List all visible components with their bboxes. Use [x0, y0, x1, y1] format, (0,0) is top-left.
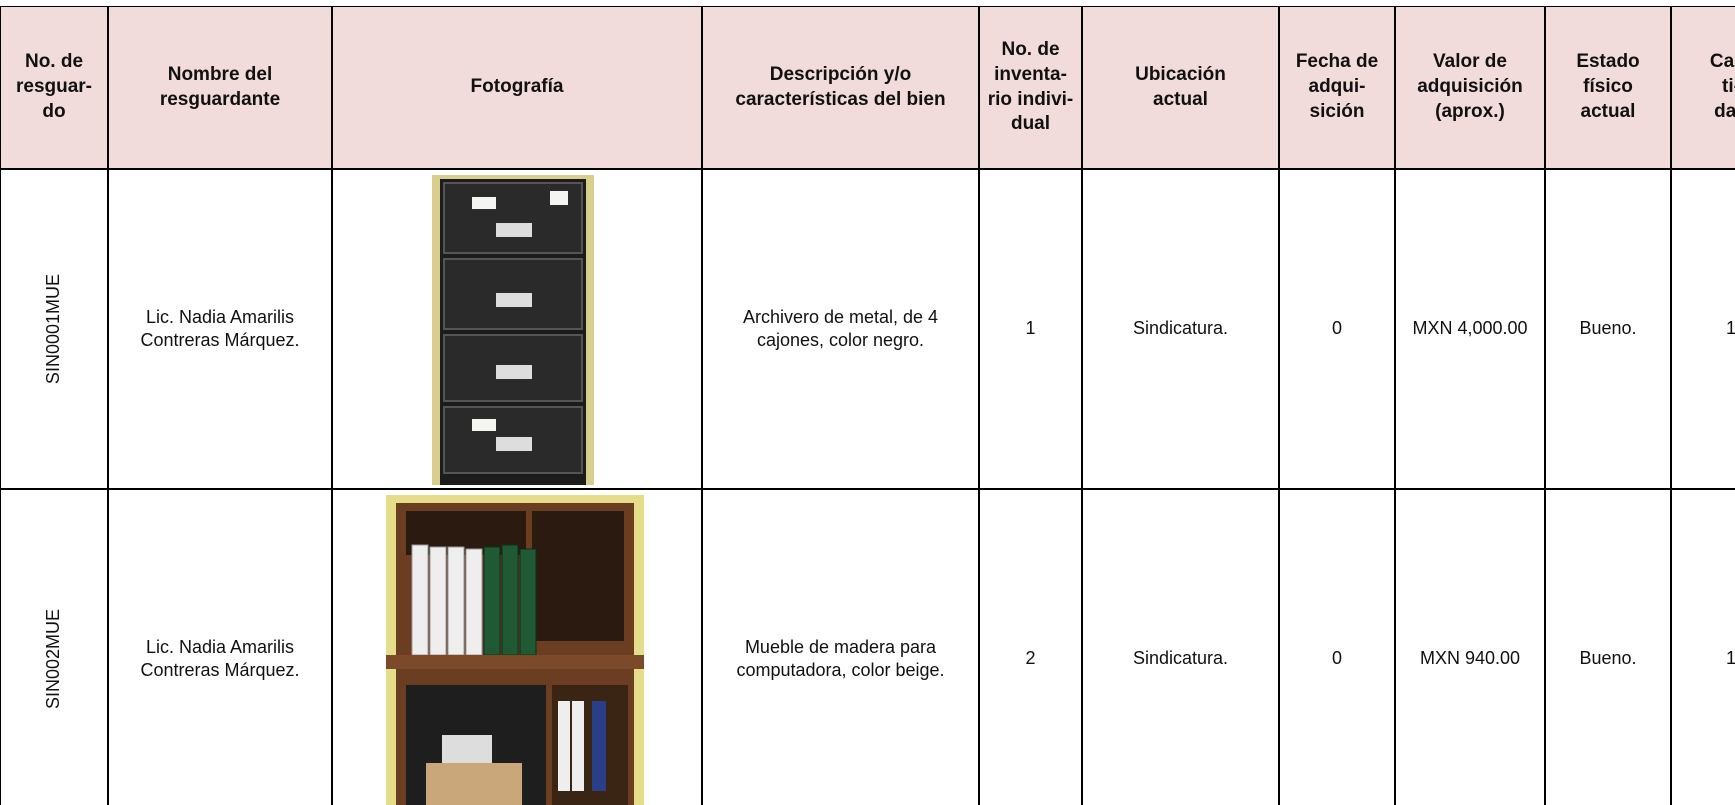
table-cell-text: Archivero de metal, de 4 cajones, color … [742, 306, 939, 350]
header-cell: Ubicación actual [1082, 6, 1279, 169]
table-cell-text: 0 [1331, 648, 1342, 669]
header-cell: Estado físico actual [1545, 6, 1671, 169]
table-cell: Bueno. [1545, 489, 1671, 805]
header-cell-text: No. de inventa- rio indivi- dual [987, 39, 1074, 135]
photo-computer-desk [386, 495, 644, 805]
table-cell: SIN002MUE [0, 489, 108, 805]
header-cell-text: Estado físico actual [1576, 51, 1640, 122]
table-cell: MXN 4,000.00 [1395, 169, 1545, 489]
table-cell-text: Bueno. [1579, 318, 1637, 339]
table-cell: 1 [1671, 489, 1735, 805]
table-cell-text: MXN 940.00 [1419, 648, 1521, 669]
table-cell-text: MXN 4,000.00 [1412, 318, 1528, 339]
table-cell-text: Mueble de madera para computadora, color… [736, 636, 945, 680]
header-cell-text: No. de resguar- do [15, 51, 93, 122]
table-cell-text: 1 [1725, 648, 1735, 669]
header-cell: Fotografía [332, 6, 702, 169]
table-cell-text: Bueno. [1579, 648, 1637, 669]
table-cell: Sindicatura. [1082, 489, 1279, 805]
header-cell-text: Fotografía [470, 76, 564, 98]
header-cell-text: Can- ti- dad [1709, 51, 1735, 122]
header-cell: No. de inventa- rio indivi- dual [979, 6, 1082, 169]
table-cell-text: Lic. Nadia Amarilis Contreras Márquez. [140, 306, 300, 350]
table-cell-text: 0 [1331, 318, 1342, 339]
table-cell: Mueble de madera para computadora, color… [702, 489, 979, 805]
table-cell: Sindicatura. [1082, 169, 1279, 489]
table-cell: Lic. Nadia Amarilis Contreras Márquez. [108, 169, 332, 489]
header-cell-text: Valor de adquisición (aprox.) [1417, 51, 1523, 122]
table-cell: Bueno. [1545, 169, 1671, 489]
header-cell: Can- ti- dad [1671, 6, 1735, 169]
table-cell-text: 1 [1725, 318, 1735, 339]
table-cell: 0 [1279, 169, 1395, 489]
table-cell: 1 [1671, 169, 1735, 489]
header-cell-text: Fecha de adqui- sición [1295, 51, 1379, 122]
table-cell: Lic. Nadia Amarilis Contreras Márquez. [108, 489, 332, 805]
header-cell: Descripción y/o características del bien [702, 6, 979, 169]
photo-cell [332, 169, 702, 489]
table-cell: SIN0001MUE [0, 169, 108, 489]
header-cell-text: Ubicación actual [1135, 63, 1226, 110]
table-cell: 0 [1279, 489, 1395, 805]
table-cell-text: 2 [1025, 648, 1036, 669]
header-cell: Fecha de adqui- sición [1279, 6, 1395, 169]
table-cell-text: Lic. Nadia Amarilis Contreras Márquez. [140, 636, 300, 680]
header-cell: Valor de adquisición (aprox.) [1395, 6, 1545, 169]
header-cell: Nombre del resguardante [108, 6, 332, 169]
photo-file-cabinet [432, 175, 594, 485]
photo-cell [332, 489, 702, 805]
header-cell-text: Descripción y/o características del bien [735, 63, 946, 110]
table-cell-text: 1 [1025, 318, 1036, 339]
table-cell: 2 [979, 489, 1082, 805]
header-cell-text: Nombre del resguardante [159, 63, 281, 110]
table-cell: MXN 940.00 [1395, 489, 1545, 805]
table-cell-text: Sindicatura. [1132, 318, 1229, 339]
header-cell: No. de resguar- do [0, 6, 108, 169]
table-cell: Archivero de metal, de 4 cajones, color … [702, 169, 979, 489]
table-cell-text: SIN0001MUE [43, 273, 64, 385]
table-cell-text: SIN002MUE [43, 608, 64, 710]
table-cell-text: Sindicatura. [1132, 648, 1229, 669]
table-cell: 1 [979, 169, 1082, 489]
